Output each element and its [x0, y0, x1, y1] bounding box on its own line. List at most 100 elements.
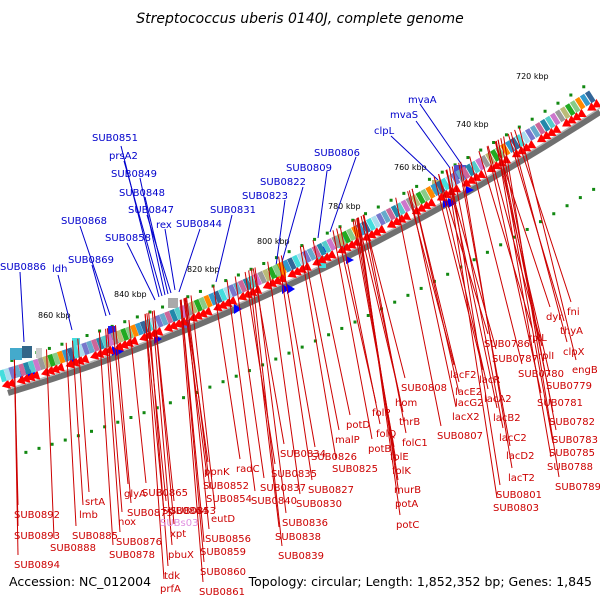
gene-label-lacB2[interactable]: lacB2	[493, 413, 521, 424]
gene-label-xpt[interactable]: xpt	[170, 529, 186, 540]
gene-label-SUB0864[interactable]: SUB0864	[162, 506, 208, 517]
gene-label-lacR[interactable]: lacR	[479, 375, 500, 386]
gene-label-SUB0854[interactable]: SUB0854	[206, 494, 252, 505]
gene-label-tdk[interactable]: tdk	[164, 571, 180, 582]
gene-label-lacX2[interactable]: lacX2	[452, 412, 480, 423]
gene-label-dyr[interactable]: dyr	[546, 312, 563, 323]
gene-label-SUB0835[interactable]: SUB0835	[271, 469, 317, 480]
gene-label-SUB0788[interactable]: SUB0788	[547, 462, 593, 473]
gene-label-SUB0885[interactable]: SUB0885	[72, 531, 118, 542]
gene-label-potD[interactable]: potD	[346, 420, 370, 431]
gene-label-SUB0839[interactable]: SUB0839	[278, 551, 324, 562]
gene-label-ldh[interactable]: ldh	[52, 264, 67, 275]
gene-label-SUB0822[interactable]: SUB0822	[260, 177, 306, 188]
gene-label-SUB0886[interactable]: SUB0886	[0, 262, 46, 273]
gene-label-SUB0830[interactable]: SUB0830	[296, 499, 342, 510]
gene-label-mvaA[interactable]: mvaA	[408, 95, 437, 106]
gene-label-SUB0848[interactable]: SUB0848	[119, 188, 165, 199]
gene-label-SUB0860[interactable]: SUB0860	[200, 567, 246, 578]
gene-label-lacF2[interactable]: lacF2	[450, 370, 477, 381]
gene-label-lacE2[interactable]: lacE2	[455, 387, 482, 398]
gene-label-SUB0801[interactable]: SUB0801	[496, 490, 542, 501]
gene-label-lacG2[interactable]: lacG2	[455, 398, 484, 409]
gene-label-SUB0785[interactable]: SUB0785	[549, 448, 595, 459]
gene-label-folC1[interactable]: folC1	[402, 438, 428, 449]
gene-label-SUB0825[interactable]: SUB0825	[332, 464, 378, 475]
gene-label-glyA[interactable]: glyA	[124, 489, 146, 500]
gene-label-murB[interactable]: murB	[394, 485, 421, 496]
gene-label-lmb[interactable]: lmb	[79, 510, 98, 521]
gene-label-SUB0861[interactable]: SUB0861	[199, 587, 245, 598]
gene-label-SUB0844[interactable]: SUB0844	[176, 219, 222, 230]
gene-label-lacD2[interactable]: lacD2	[506, 451, 534, 462]
gene-label-SUB0894[interactable]: SUB0894	[14, 560, 60, 571]
gene-label-SUB0858[interactable]: SUB0858	[105, 233, 151, 244]
gene-label-SUB0876[interactable]: SUB0876	[116, 537, 162, 548]
gene-label-potB[interactable]: potB	[368, 444, 391, 455]
gene-label-engB[interactable]: engB	[572, 365, 598, 376]
gene-label-potA[interactable]: potA	[395, 499, 418, 510]
gene-label-SUBs03[interactable]: SUBs03	[160, 518, 198, 529]
gene-label-clpX[interactable]: clpX	[563, 347, 585, 358]
gene-label-lacT2[interactable]: lacT2	[508, 473, 535, 484]
gene-label-SUB0859[interactable]: SUB0859	[200, 547, 246, 558]
gene-label-SUB0847[interactable]: SUB0847	[128, 205, 174, 216]
gene-label-SUB0851[interactable]: SUB0851	[92, 133, 138, 144]
gene-label-SUB0787[interactable]: SUB0787	[492, 354, 538, 365]
gene-label-SUB0780[interactable]: SUB0780	[518, 369, 564, 380]
gene-label-folK[interactable]: folK	[392, 466, 411, 477]
gene-label-SUB0808[interactable]: SUB0808	[401, 383, 447, 394]
gene-label-prfA[interactable]: prfA	[160, 584, 181, 595]
gene-label-SUB0786[interactable]: SUB0786	[484, 339, 530, 350]
gene-label-SUB0852[interactable]: SUB0852	[203, 481, 249, 492]
gene-label-folP[interactable]: folP	[372, 408, 390, 419]
gene-label-SUB0849[interactable]: SUB0849	[111, 169, 157, 180]
gene-label-SUB0783[interactable]: SUB0783	[552, 435, 598, 446]
gene-label-rplI[interactable]: rplI	[538, 351, 554, 362]
gene-label-SUB0893[interactable]: SUB0893	[14, 531, 60, 542]
gene-label-SUB0782[interactable]: SUB0782	[549, 417, 595, 428]
gene-label-potC[interactable]: potC	[396, 520, 419, 531]
gene-label-SUB0888[interactable]: SUB0888	[50, 543, 96, 554]
gene-label-rplL[interactable]: rplL	[528, 333, 547, 344]
gene-label-pbuX[interactable]: pbuX	[168, 550, 194, 561]
gene-label-prsA2[interactable]: prsA2	[109, 151, 138, 162]
gene-label-thyA[interactable]: thyA	[560, 326, 583, 337]
gene-label-clpL[interactable]: clpL	[374, 126, 395, 137]
gene-label-SUB0806[interactable]: SUB0806	[314, 148, 360, 159]
gene-label-SUB0836[interactable]: SUB0836	[282, 518, 328, 529]
gene-label-SUB0826[interactable]: SUB0826	[311, 452, 357, 463]
gene-label-SUB0807[interactable]: SUB0807	[437, 431, 483, 442]
gene-label-hom[interactable]: hom	[395, 398, 417, 409]
gene-label-SUB0878[interactable]: SUB0878	[109, 550, 155, 561]
gene-label-SUB0869[interactable]: SUB0869	[68, 255, 114, 266]
gene-label-ppnK[interactable]: ppnK	[204, 467, 230, 478]
gene-label-thrB[interactable]: thrB	[399, 417, 420, 428]
gene-label-SUB0837[interactable]: SUB0837	[260, 483, 306, 494]
gene-label-SUB0827[interactable]: SUB0827	[308, 485, 354, 496]
gene-label-nox[interactable]: nox	[118, 517, 136, 528]
gene-label-SUB0779[interactable]: SUB0779	[546, 381, 592, 392]
gene-label-mvaS[interactable]: mvaS	[390, 110, 418, 121]
gene-label-SUB0892[interactable]: SUB0892	[14, 510, 60, 521]
gene-label-radC[interactable]: radC	[236, 464, 260, 475]
gene-label-rex[interactable]: rex	[156, 220, 172, 231]
gene-label-SUB0840[interactable]: SUB0840	[251, 496, 297, 507]
gene-label-SUB0831[interactable]: SUB0831	[210, 205, 256, 216]
gene-label-srtA[interactable]: srtA	[85, 497, 105, 508]
gene-label-eutD[interactable]: eutD	[211, 514, 235, 525]
gene-label-fni[interactable]: fni	[567, 307, 580, 318]
gene-label-SUB0856[interactable]: SUB0856	[205, 534, 251, 545]
gene-label-lacC2[interactable]: lacC2	[499, 433, 527, 444]
gene-label-SUB0809[interactable]: SUB0809	[286, 163, 332, 174]
gene-label-SUB0834[interactable]: SUB0834	[280, 449, 326, 460]
gene-label-lacA2[interactable]: lacA2	[484, 394, 512, 405]
gene-label-folE[interactable]: folE	[390, 452, 409, 463]
gene-label-folQ[interactable]: folQ	[376, 429, 396, 440]
gene-label-SUB0803[interactable]: SUB0803	[493, 503, 539, 514]
gene-label-SUB0823[interactable]: SUB0823	[242, 191, 288, 202]
gene-label-SUB0853[interactable]: SUB0853	[170, 506, 216, 517]
gene-label-SUB0838[interactable]: SUB0838	[275, 532, 321, 543]
gene-label-malP[interactable]: malP	[335, 435, 360, 446]
gene-label-SUB0781[interactable]: SUB0781	[537, 398, 583, 409]
